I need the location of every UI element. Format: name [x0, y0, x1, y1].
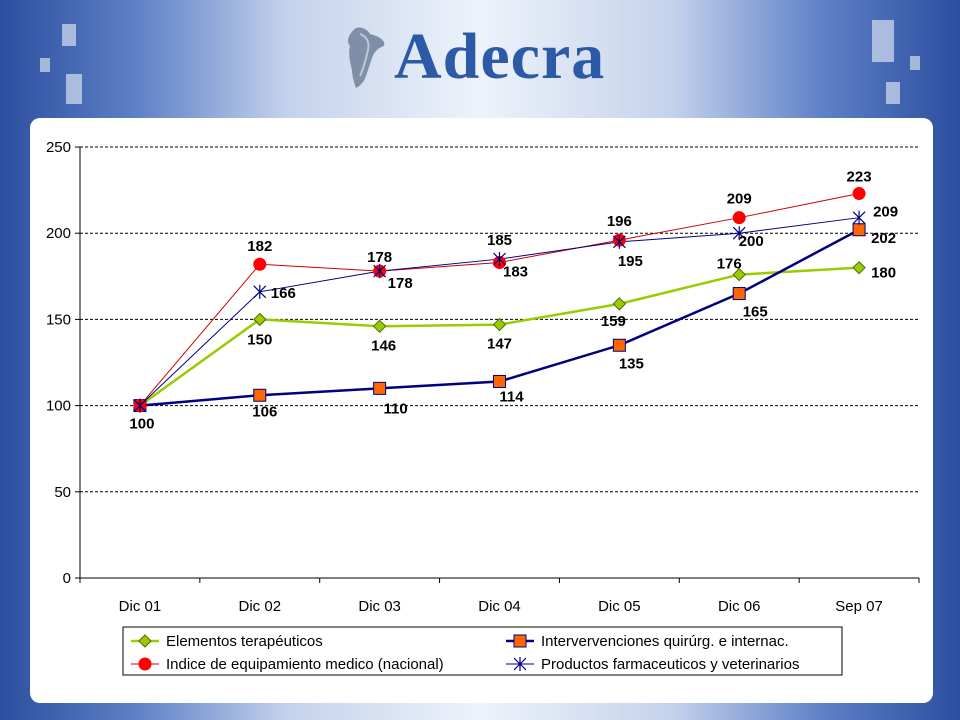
legend-item-productos-farmaceuticos: Productos farmaceuticos y veterinarios: [506, 656, 799, 673]
data-point-elementos-terapeuticos: [372, 319, 387, 334]
x-tick-label: Dic 05: [598, 598, 641, 615]
series-markers-intervenciones: [133, 223, 866, 413]
data-point-elementos-terapeuticos: [612, 297, 627, 311]
data-label-intervenciones: 165: [743, 304, 768, 321]
data-point-productos-farmaceuticos: [732, 226, 746, 241]
legend-item-elementos-terapeuticos: Elementos terapéuticos: [131, 633, 323, 650]
chart-panel: 0 50 100 150 200 250 Dic 01 Dic 02 Dic 03 Dic 04 D…: [30, 118, 933, 703]
data-label-elementos-terapeuticos: 180: [871, 265, 896, 282]
data-point-productos-farmaceuticos: [493, 252, 506, 267]
x-tick-label: Dic 02: [239, 598, 282, 615]
data-point-elementos-terapeuticos: [492, 317, 507, 332]
data-point-intervenciones: [373, 381, 387, 395]
data-label-indice-equipamiento: 183: [503, 264, 528, 281]
data-point-intervenciones: [253, 388, 267, 402]
y-tick-label: 250: [46, 139, 71, 156]
data-point-productos-farmaceuticos: [612, 234, 626, 249]
header-banner: Adecra: [0, 0, 960, 118]
data-label-indice-equipamiento: 178: [367, 249, 392, 266]
data-label-productos-farmaceuticos: 178: [388, 275, 413, 292]
legend-marker: [138, 657, 152, 671]
legend-item-indice-equipamiento: Indice de equipamiento medico (nacional): [131, 656, 444, 673]
data-label-productos-farmaceuticos: 200: [739, 233, 764, 250]
decor-block: [910, 56, 920, 70]
legend-label: Intervervenciones quirúrg. e internac.: [541, 633, 789, 650]
data-point-intervenciones: [852, 223, 866, 237]
data-point-elementos-terapeuticos: [732, 267, 746, 282]
data-label-productos-farmaceuticos: 166: [271, 285, 296, 302]
line-chart: 0 50 100 150 200 250 Dic 01 Dic 02 Dic 03 Dic 04 D…: [46, 139, 920, 676]
data-point-indice-equipamiento: [852, 187, 866, 201]
data-label-intervenciones: 100: [129, 416, 154, 433]
x-tick-label: Sep 07: [835, 598, 883, 615]
decor-block: [40, 58, 50, 72]
x-tick-label: Dic 04: [478, 598, 521, 615]
decor-block: [886, 82, 900, 104]
y-tick-label: 0: [63, 570, 71, 587]
data-label-elementos-terapeuticos: 150: [247, 331, 272, 348]
data-label-intervenciones: 110: [384, 400, 408, 417]
data-point-intervenciones: [732, 287, 746, 301]
data-label-indice-equipamiento: 209: [727, 191, 752, 208]
data-label-elementos-terapeuticos: 147: [487, 336, 512, 353]
adecra-logo: Adecra: [338, 20, 606, 93]
data-point-productos-farmaceuticos: [373, 264, 387, 279]
x-tick-label: Dic 06: [718, 598, 761, 615]
data-label-productos-farmaceuticos: 209: [873, 204, 898, 221]
data-label-indice-equipamiento: 182: [247, 238, 272, 255]
data-label-elementos-terapeuticos: 146: [371, 337, 396, 354]
data-point-indice-equipamiento: [732, 211, 746, 225]
data-point-indice-equipamiento: [253, 257, 267, 271]
decor-block: [62, 24, 76, 46]
data-point-elementos-terapeuticos: [852, 260, 866, 275]
data-label-elementos-terapeuticos: 159: [601, 313, 626, 330]
y-tick-label: 50: [54, 484, 71, 501]
series-markers-productos-farmaceuticos: [133, 210, 866, 413]
data-label-elementos-terapeuticos: 176: [717, 256, 742, 273]
legend-marker: [513, 634, 527, 648]
data-label-productos-farmaceuticos: 185: [487, 232, 512, 249]
argentina-map-icon: [348, 27, 385, 89]
data-label-productos-farmaceuticos: 195: [618, 253, 643, 270]
data-label-indice-equipamiento: 223: [847, 169, 872, 186]
legend-box: [122, 626, 843, 676]
legend-label: Productos farmaceuticos y veterinarios: [541, 656, 799, 673]
data-point-elementos-terapeuticos: [253, 312, 267, 327]
logo-text: Adecra: [394, 20, 606, 93]
data-point-productos-farmaceuticos: [253, 284, 267, 299]
data-label-intervenciones: 202: [871, 230, 896, 247]
decor-block: [66, 74, 82, 104]
data-label-indice-equipamiento: 196: [607, 213, 632, 230]
x-tick-label: Dic 01: [119, 598, 162, 615]
legend: Elementos terapéuticos Intervervenciones …: [122, 626, 843, 676]
legend-label: Indice de equipamiento medico (nacional): [166, 656, 444, 673]
y-tick-label: 100: [46, 398, 71, 415]
legend-label: Elementos terapéuticos: [166, 633, 323, 650]
data-label-intervenciones: 106: [252, 403, 277, 420]
legend-item-intervenciones: Intervervenciones quirúrg. e internac.: [506, 633, 789, 650]
legend-marker: [138, 634, 152, 648]
data-point-intervenciones: [493, 374, 506, 388]
y-tick-label: 200: [46, 225, 71, 242]
data-point-productos-farmaceuticos: [133, 398, 147, 413]
data-label-intervenciones: 135: [619, 355, 644, 372]
series-line-indice-equipamiento: [139, 193, 860, 406]
data-point-intervenciones: [612, 338, 626, 352]
series-markers-elementos-terapeuticos: [133, 260, 866, 413]
data-label-intervenciones: 114: [499, 388, 524, 405]
data-point-productos-farmaceuticos: [852, 210, 866, 225]
legend-marker: [513, 657, 527, 671]
y-tick-label: 150: [46, 311, 71, 328]
decor-block: [872, 20, 894, 62]
x-tick-label: Dic 03: [358, 598, 401, 615]
